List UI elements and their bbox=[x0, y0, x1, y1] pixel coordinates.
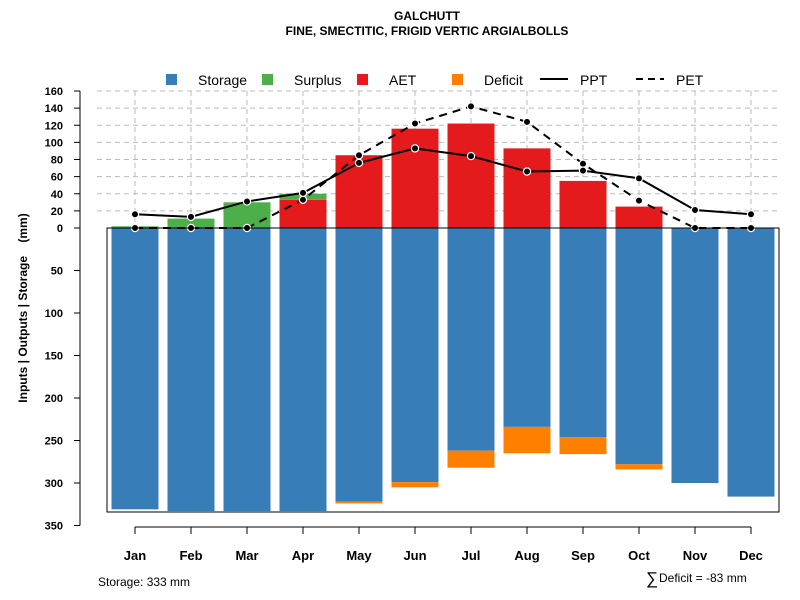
point-ppt-jun bbox=[410, 144, 420, 153]
y-tick-label: 0 bbox=[57, 223, 63, 235]
point-ppt-jan bbox=[130, 210, 140, 219]
bar-storage-mar bbox=[223, 228, 271, 512]
bar-deficit-jul bbox=[447, 450, 495, 468]
point-ppt-aug bbox=[522, 167, 532, 176]
bar-storage-sep bbox=[559, 228, 607, 438]
legend-label-deficit: Deficit bbox=[484, 72, 523, 88]
x-tick-label-apr: Apr bbox=[292, 548, 314, 563]
bar-aet-aug bbox=[503, 148, 551, 228]
chart-subtitle: FINE, SMECTITIC, FRIGID VERTIC ARGIALBOL… bbox=[286, 24, 569, 38]
bar-deficit-may bbox=[335, 501, 383, 504]
point-ppt-dec bbox=[746, 210, 756, 219]
y-tick-label: 350 bbox=[45, 521, 63, 533]
deficit-footnote: Deficit = -83 mm bbox=[659, 571, 747, 585]
bar-surplus-feb bbox=[167, 218, 215, 228]
legend-swatch-surplus bbox=[262, 74, 273, 85]
y-tick-label: 250 bbox=[45, 436, 63, 448]
bar-storage-feb bbox=[167, 228, 215, 512]
legend-label-ppt: PPT bbox=[580, 72, 608, 88]
point-ppt-sep bbox=[578, 166, 588, 175]
bar-storage-dec bbox=[727, 228, 775, 497]
y-tick-label: 160 bbox=[45, 86, 63, 98]
bar-aet-sep bbox=[559, 180, 607, 228]
bar-storage-apr bbox=[279, 228, 327, 512]
storage-footnote: Storage: 333 mm bbox=[98, 575, 190, 589]
y-tick-label: 140 bbox=[45, 103, 63, 115]
y-tick-label: 150 bbox=[45, 351, 63, 363]
y-tick-label: 20 bbox=[51, 206, 63, 218]
x-tick-label-jun: Jun bbox=[403, 548, 426, 563]
bar-storage-jan bbox=[111, 228, 159, 510]
point-pet-may bbox=[354, 151, 364, 160]
point-ppt-nov bbox=[690, 205, 700, 215]
bar-deficit-aug bbox=[503, 426, 551, 454]
axes: 1601401201008060402005010015020025030035… bbox=[45, 86, 780, 563]
bar-aet-apr bbox=[279, 199, 327, 228]
bar-storage-jul bbox=[447, 228, 495, 451]
x-tick-label-nov: Nov bbox=[683, 548, 708, 563]
x-tick-label-feb: Feb bbox=[179, 548, 202, 563]
legend-label-pet: PET bbox=[676, 72, 704, 88]
x-tick-label-oct: Oct bbox=[628, 548, 650, 563]
y-tick-label: 300 bbox=[45, 478, 63, 490]
point-pet-aug bbox=[522, 117, 532, 127]
y-tick-label: 40 bbox=[51, 189, 63, 201]
bar-aet-oct bbox=[615, 206, 663, 228]
point-pet-sep bbox=[578, 159, 588, 168]
y-tick-label: 100 bbox=[45, 308, 63, 320]
bar-aet-jun bbox=[391, 128, 439, 228]
point-ppt-oct bbox=[634, 174, 644, 183]
point-ppt-apr bbox=[298, 188, 308, 198]
y-tick-label: 60 bbox=[51, 172, 63, 184]
point-pet-jul bbox=[466, 102, 476, 111]
x-tick-label-dec: Dec bbox=[739, 548, 763, 563]
x-tick-label-jul: Jul bbox=[462, 548, 481, 563]
bar-deficit-oct bbox=[615, 464, 663, 470]
chart-title: GALCHUTT bbox=[394, 9, 461, 23]
legend-swatch-deficit bbox=[452, 74, 463, 85]
deficit-sum-symbol: ∑ bbox=[646, 569, 658, 588]
point-pet-apr bbox=[298, 195, 308, 204]
x-tick-label-aug: Aug bbox=[514, 548, 539, 563]
y-tick-label: 100 bbox=[45, 137, 63, 149]
y-tick-label: 200 bbox=[45, 393, 63, 405]
legend-swatch-aet bbox=[357, 74, 368, 85]
legend-swatch-storage bbox=[166, 74, 177, 85]
point-pet-jun bbox=[410, 119, 420, 128]
x-tick-label-may: May bbox=[346, 548, 372, 563]
bar-storage-oct bbox=[615, 228, 663, 465]
point-ppt-feb bbox=[186, 212, 196, 222]
legend-label-aet: AET bbox=[389, 72, 417, 88]
y-tick-label: 50 bbox=[51, 266, 63, 278]
plot-frame bbox=[106, 227, 780, 513]
bar-storage-nov bbox=[671, 228, 719, 483]
y-axis-label: Inputs | Outputs | Storage (mm) bbox=[16, 213, 30, 402]
legend: Storage Surplus AET Deficit PPT PET bbox=[166, 72, 704, 88]
x-tick-label-jan: Jan bbox=[124, 548, 146, 563]
x-tick-label-mar: Mar bbox=[235, 548, 258, 563]
line-ppt bbox=[134, 147, 752, 218]
point-ppt-jul bbox=[466, 151, 476, 161]
legend-label-surplus: Surplus bbox=[294, 72, 341, 88]
bar-deficit-jun bbox=[391, 482, 439, 488]
bar-deficit-sep bbox=[559, 437, 607, 455]
bar-storage-jun bbox=[391, 228, 439, 483]
bar-storage-may bbox=[335, 228, 383, 502]
point-ppt-mar bbox=[242, 197, 252, 206]
y-tick-label: 120 bbox=[45, 120, 63, 132]
y-tick-label: 80 bbox=[51, 155, 63, 167]
bar-aet-jul bbox=[447, 123, 495, 228]
bars bbox=[111, 123, 775, 512]
legend-label-storage: Storage bbox=[198, 72, 247, 88]
x-tick-label-sep: Sep bbox=[571, 548, 595, 563]
bar-storage-aug bbox=[503, 228, 551, 427]
point-pet-oct bbox=[634, 196, 644, 205]
point-ppt-may bbox=[354, 158, 364, 168]
